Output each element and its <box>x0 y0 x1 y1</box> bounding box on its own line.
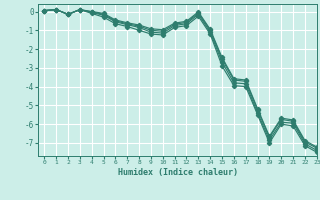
X-axis label: Humidex (Indice chaleur): Humidex (Indice chaleur) <box>118 168 238 177</box>
